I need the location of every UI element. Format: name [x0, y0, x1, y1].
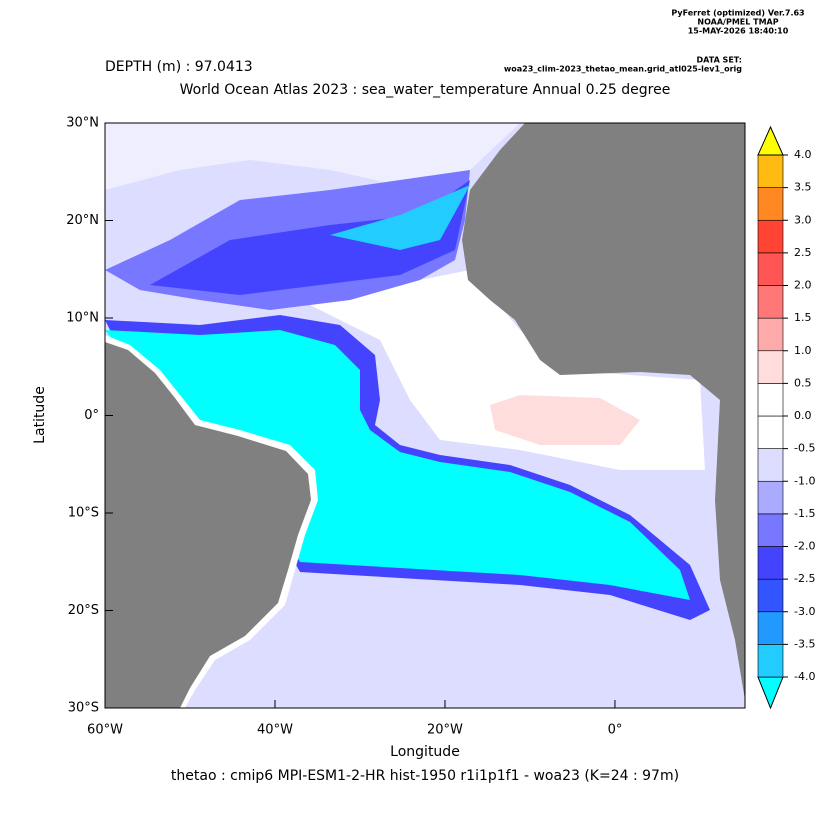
y-tick-label: 0° — [84, 408, 99, 423]
colorbar-label: 1.5 — [794, 311, 812, 324]
x-tick-label: 20°W — [427, 723, 463, 738]
colorbar-label: 0.0 — [794, 409, 812, 422]
colorbar-label: 2.0 — [794, 279, 812, 292]
y-tick-label: 20°S — [68, 603, 99, 618]
y-tick-label: 30°N — [66, 116, 99, 131]
colorbar-label: 0.5 — [794, 376, 812, 389]
map-field — [104, 122, 746, 709]
color-box — [757, 644, 784, 678]
color-box — [757, 383, 784, 417]
color-box — [757, 578, 784, 613]
color-box — [757, 480, 784, 515]
dataset-label: DATA SET: — [697, 56, 742, 65]
dataset: woa23_clim-2023_thetao_mean.grid_atl025-… — [504, 65, 742, 74]
colorbar-label: -1.0 — [794, 474, 815, 487]
y-label: Latitude — [32, 386, 48, 444]
title: World Ocean Atlas 2023 : sea_water_tempe… — [180, 82, 671, 98]
color-box — [757, 611, 784, 645]
colorbar-label: 1.0 — [794, 344, 812, 357]
blue-core — [150, 180, 470, 295]
y-tick-label: 20°N — [66, 213, 99, 228]
x-label: Longitude — [390, 744, 460, 760]
colorbar-label: -3.5 — [794, 637, 815, 650]
x-tick-label: 0° — [608, 723, 623, 738]
color-box — [757, 448, 784, 482]
land-south-america — [105, 342, 311, 708]
color-box — [757, 513, 784, 547]
extend-low — [757, 676, 784, 710]
colorbar-label: -3.0 — [794, 605, 815, 618]
color-box — [757, 415, 784, 449]
color-box — [757, 154, 784, 188]
cyan-north — [330, 185, 470, 250]
colorbar-label: -2.5 — [794, 572, 815, 585]
colorbar-label: -1.5 — [794, 507, 815, 520]
y-tick-label: 30°S — [68, 701, 99, 716]
org: NOAA/PMEL TMAP — [697, 18, 778, 27]
colorbar-label: 3.0 — [794, 213, 812, 226]
color-box — [757, 285, 784, 319]
pink-area — [490, 395, 640, 445]
y-tick-label: 10°S — [68, 506, 99, 521]
footer: thetao : cmip6 MPI-ESM1-2-HR hist-1950 r… — [171, 768, 679, 784]
north-pale — [105, 123, 520, 190]
depth-label: DEPTH (m) : 97.0413 — [105, 59, 253, 75]
color-box — [757, 252, 784, 286]
colorbar: -4.0 -3.5 -3.0 -2.5 -2.0 -1.5 -1.0 -0.5 0.0 0.5 1.… — [757, 125, 815, 710]
timestamp: 15-MAY-2026 18:40:10 — [688, 27, 789, 36]
color-box — [757, 219, 784, 254]
color-box — [757, 350, 784, 384]
colorbar-label: 3.5 — [794, 181, 812, 194]
color-box — [757, 187, 784, 221]
y-tick-label: 10°N — [66, 311, 99, 326]
colorbar-label: -4.0 — [794, 670, 815, 683]
software: PyFerret (optimized) Ver.7.63 — [671, 9, 804, 18]
colorbar-label: -0.5 — [794, 442, 815, 455]
colorbar-label: -2.0 — [794, 540, 815, 553]
land-africa — [462, 123, 745, 700]
x-tick-label: 60°W — [87, 723, 123, 738]
extend-high — [757, 125, 784, 156]
colorbar-label: 2.5 — [794, 246, 812, 259]
cyan-band — [105, 330, 690, 600]
color-box — [757, 546, 784, 580]
colorbar-label: 4.0 — [794, 148, 812, 161]
x-tick-label: 40°W — [257, 723, 293, 738]
axes: 60°W 40°W 20°W 0° 30°N 20°N 10°N 0° 10°S 20°S 30°S — [66, 116, 622, 738]
color-box — [757, 317, 784, 352]
